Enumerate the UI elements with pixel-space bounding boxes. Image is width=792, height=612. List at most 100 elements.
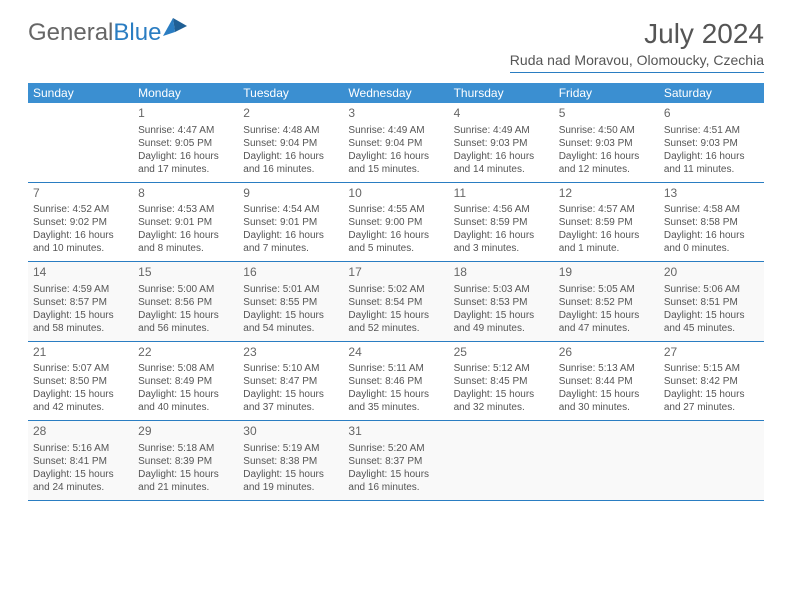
daylight-text: Daylight: 16 hours and 14 minutes.	[454, 150, 549, 176]
header: GeneralBlue July 2024 Ruda nad Moravou, …	[0, 0, 792, 77]
sunset-text: Sunset: 9:01 PM	[243, 216, 338, 229]
sunset-text: Sunset: 8:42 PM	[664, 375, 759, 388]
day-cell: 30Sunrise: 5:19 AMSunset: 8:38 PMDayligh…	[238, 421, 343, 500]
daylight-text: Daylight: 15 hours and 49 minutes.	[454, 309, 549, 335]
sunrise-text: Sunrise: 5:03 AM	[454, 283, 549, 296]
day-number: 18	[454, 265, 549, 281]
day-cell: 7Sunrise: 4:52 AMSunset: 9:02 PMDaylight…	[28, 183, 133, 262]
day-cell: 28Sunrise: 5:16 AMSunset: 8:41 PMDayligh…	[28, 421, 133, 500]
day-cell: 2Sunrise: 4:48 AMSunset: 9:04 PMDaylight…	[238, 103, 343, 182]
calendar: SundayMondayTuesdayWednesdayThursdayFrid…	[28, 83, 764, 501]
day-cell: 26Sunrise: 5:13 AMSunset: 8:44 PMDayligh…	[554, 342, 659, 421]
sunrise-text: Sunrise: 4:50 AM	[559, 124, 654, 137]
sunset-text: Sunset: 8:44 PM	[559, 375, 654, 388]
day-number: 13	[664, 186, 759, 202]
week-row: 14Sunrise: 4:59 AMSunset: 8:57 PMDayligh…	[28, 262, 764, 342]
sunset-text: Sunset: 8:58 PM	[664, 216, 759, 229]
sunrise-text: Sunrise: 5:16 AM	[33, 442, 128, 455]
day-number: 20	[664, 265, 759, 281]
daylight-text: Daylight: 15 hours and 19 minutes.	[243, 468, 338, 494]
sunrise-text: Sunrise: 5:05 AM	[559, 283, 654, 296]
daylight-text: Daylight: 15 hours and 56 minutes.	[138, 309, 233, 335]
day-number: 12	[559, 186, 654, 202]
day-cell: .	[659, 421, 764, 500]
daylight-text: Daylight: 15 hours and 32 minutes.	[454, 388, 549, 414]
daylight-text: Daylight: 16 hours and 0 minutes.	[664, 229, 759, 255]
day-number: 27	[664, 345, 759, 361]
sunset-text: Sunset: 9:03 PM	[559, 137, 654, 150]
sunset-text: Sunset: 9:03 PM	[454, 137, 549, 150]
day-number: 17	[348, 265, 443, 281]
day-number: 31	[348, 424, 443, 440]
sunrise-text: Sunrise: 4:49 AM	[454, 124, 549, 137]
daylight-text: Daylight: 15 hours and 58 minutes.	[33, 309, 128, 335]
sunrise-text: Sunrise: 4:52 AM	[33, 203, 128, 216]
sunrise-text: Sunrise: 5:06 AM	[664, 283, 759, 296]
day-number: 21	[33, 345, 128, 361]
day-cell: .	[28, 103, 133, 182]
sunset-text: Sunset: 8:53 PM	[454, 296, 549, 309]
day-cell: 13Sunrise: 4:58 AMSunset: 8:58 PMDayligh…	[659, 183, 764, 262]
sunset-text: Sunset: 9:00 PM	[348, 216, 443, 229]
day-cell: 25Sunrise: 5:12 AMSunset: 8:45 PMDayligh…	[449, 342, 554, 421]
sunrise-text: Sunrise: 5:15 AM	[664, 362, 759, 375]
day-number: 4	[454, 106, 549, 122]
dow-cell: Saturday	[659, 83, 764, 103]
day-number: 16	[243, 265, 338, 281]
day-cell: .	[449, 421, 554, 500]
day-cell: 6Sunrise: 4:51 AMSunset: 9:03 PMDaylight…	[659, 103, 764, 182]
week-row: 7Sunrise: 4:52 AMSunset: 9:02 PMDaylight…	[28, 183, 764, 263]
daylight-text: Daylight: 16 hours and 16 minutes.	[243, 150, 338, 176]
logo-text-1: General	[28, 19, 113, 47]
sunset-text: Sunset: 8:59 PM	[559, 216, 654, 229]
daylight-text: Daylight: 16 hours and 3 minutes.	[454, 229, 549, 255]
sunset-text: Sunset: 8:52 PM	[559, 296, 654, 309]
day-cell: 20 Sunrise: 5:06 AMSunset: 8:51 PMDayligh…	[659, 262, 764, 341]
sunset-text: Sunset: 8:57 PM	[33, 296, 128, 309]
logo-kite-icon	[163, 18, 189, 47]
sunset-text: Sunset: 8:51 PM	[664, 296, 759, 309]
location-label: Ruda nad Moravou, Olomoucky, Czechia	[510, 52, 764, 73]
sunrise-text: Sunrise: 5:19 AM	[243, 442, 338, 455]
day-cell: 14Sunrise: 4:59 AMSunset: 8:57 PMDayligh…	[28, 262, 133, 341]
day-cell: 11Sunrise: 4:56 AMSunset: 8:59 PMDayligh…	[449, 183, 554, 262]
daylight-text: Daylight: 15 hours and 35 minutes.	[348, 388, 443, 414]
sunrise-text: Sunrise: 5:18 AM	[138, 442, 233, 455]
sunrise-text: Sunrise: 5:20 AM	[348, 442, 443, 455]
day-cell: 21Sunrise: 5:07 AMSunset: 8:50 PMDayligh…	[28, 342, 133, 421]
logo-text-2: Blue	[113, 19, 161, 47]
week-row: 21Sunrise: 5:07 AMSunset: 8:50 PM Dayligh…	[28, 342, 764, 422]
daylight-text: Daylight: 16 hours and 17 minutes.	[138, 150, 233, 176]
day-number: 7	[33, 186, 128, 202]
day-cell: 16Sunrise: 5:01 AMSunset: 8:55 PMDayligh…	[238, 262, 343, 341]
sunrise-text: Sunrise: 4:56 AM	[454, 203, 549, 216]
daylight-text: Daylight: 16 hours and 12 minutes.	[559, 150, 654, 176]
day-cell: 18 Sunrise: 5:03 AMSunset: 8:53 PMDayligh…	[449, 262, 554, 341]
sunset-text: Sunset: 9:04 PM	[243, 137, 338, 150]
daylight-text: Daylight: 15 hours and 47 minutes.	[559, 309, 654, 335]
daylight-text: Daylight: 16 hours and 8 minutes.	[138, 229, 233, 255]
sunrise-text: Sunrise: 5:10 AM	[243, 362, 338, 375]
daylight-text: Daylight: 15 hours and 54 minutes.	[243, 309, 338, 335]
daylight-text: Daylight: 16 hours and 1 minute.	[559, 229, 654, 255]
day-number: 14	[33, 265, 128, 281]
daylight-text: Daylight: 16 hours and 10 minutes.	[33, 229, 128, 255]
daylight-text: Daylight: 16 hours and 5 minutes.	[348, 229, 443, 255]
sunrise-text: Sunrise: 5:07 AM	[33, 362, 128, 375]
sunset-text: Sunset: 8:37 PM	[348, 455, 443, 468]
sunrise-text: Sunrise: 5:08 AM	[138, 362, 233, 375]
sunset-text: Sunset: 8:50 PM	[33, 375, 128, 388]
day-number: 5	[559, 106, 654, 122]
page-title: July 2024	[510, 18, 764, 50]
sunrise-text: Sunrise: 4:54 AM	[243, 203, 338, 216]
daylight-text: Daylight: 15 hours and 45 minutes.	[664, 309, 759, 335]
week-row: 28Sunrise: 5:16 AMSunset: 8:41 PMDayligh…	[28, 421, 764, 501]
day-number: 28	[33, 424, 128, 440]
daylight-text: Daylight: 15 hours and 21 minutes.	[138, 468, 233, 494]
logo: GeneralBlue	[28, 18, 189, 47]
day-number: 2	[243, 106, 338, 122]
day-number: 15	[138, 265, 233, 281]
day-cell: 23Sunrise: 5:10 AMSunset: 8:47 PMDayligh…	[238, 342, 343, 421]
day-cell: 12Sunrise: 4:57 AMSunset: 8:59 PMDayligh…	[554, 183, 659, 262]
day-cell: .	[554, 421, 659, 500]
